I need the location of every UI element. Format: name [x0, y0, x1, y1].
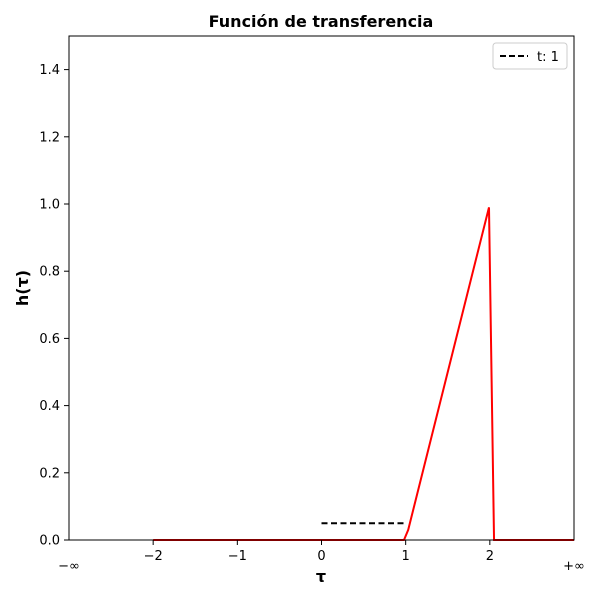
y-tick-label-1: 0.2 [39, 466, 60, 481]
legend: t: 1 [492, 42, 568, 70]
x-axis-label: τ [316, 567, 326, 586]
y-axis-label: h(τ) [13, 270, 32, 306]
legend-box [492, 42, 568, 70]
y-tick-label-3: 0.6 [39, 332, 60, 347]
y-tick-label-6: 1.2 [39, 130, 60, 145]
x-tick-label-0: −2 [144, 549, 163, 564]
legend-label-t1: t: 1 [537, 50, 559, 65]
x-edge-label-right: +∞ [563, 559, 585, 574]
y-tick-label-7: 1.4 [39, 63, 60, 78]
y-tick-label-2: 0.4 [39, 399, 60, 414]
chart-title: Función de transferencia [209, 12, 434, 31]
y-tick-label-0: 0.0 [39, 534, 60, 549]
y-tick-label-4: 0.8 [39, 265, 60, 280]
x-edge-label-left: −∞ [58, 559, 80, 574]
x-tick-label-1: −1 [228, 549, 247, 564]
x-tick-label-2: 0 [317, 549, 325, 564]
y-tick-label-5: 1.0 [39, 198, 60, 213]
ticks: −2 −1 0 1 2 0.0 0.2 0.4 0.6 0.8 1.0 1.2 1.4 [39, 63, 494, 564]
x-tick-label-3: 1 [402, 549, 410, 564]
x-tick-label-4: 2 [486, 549, 494, 564]
